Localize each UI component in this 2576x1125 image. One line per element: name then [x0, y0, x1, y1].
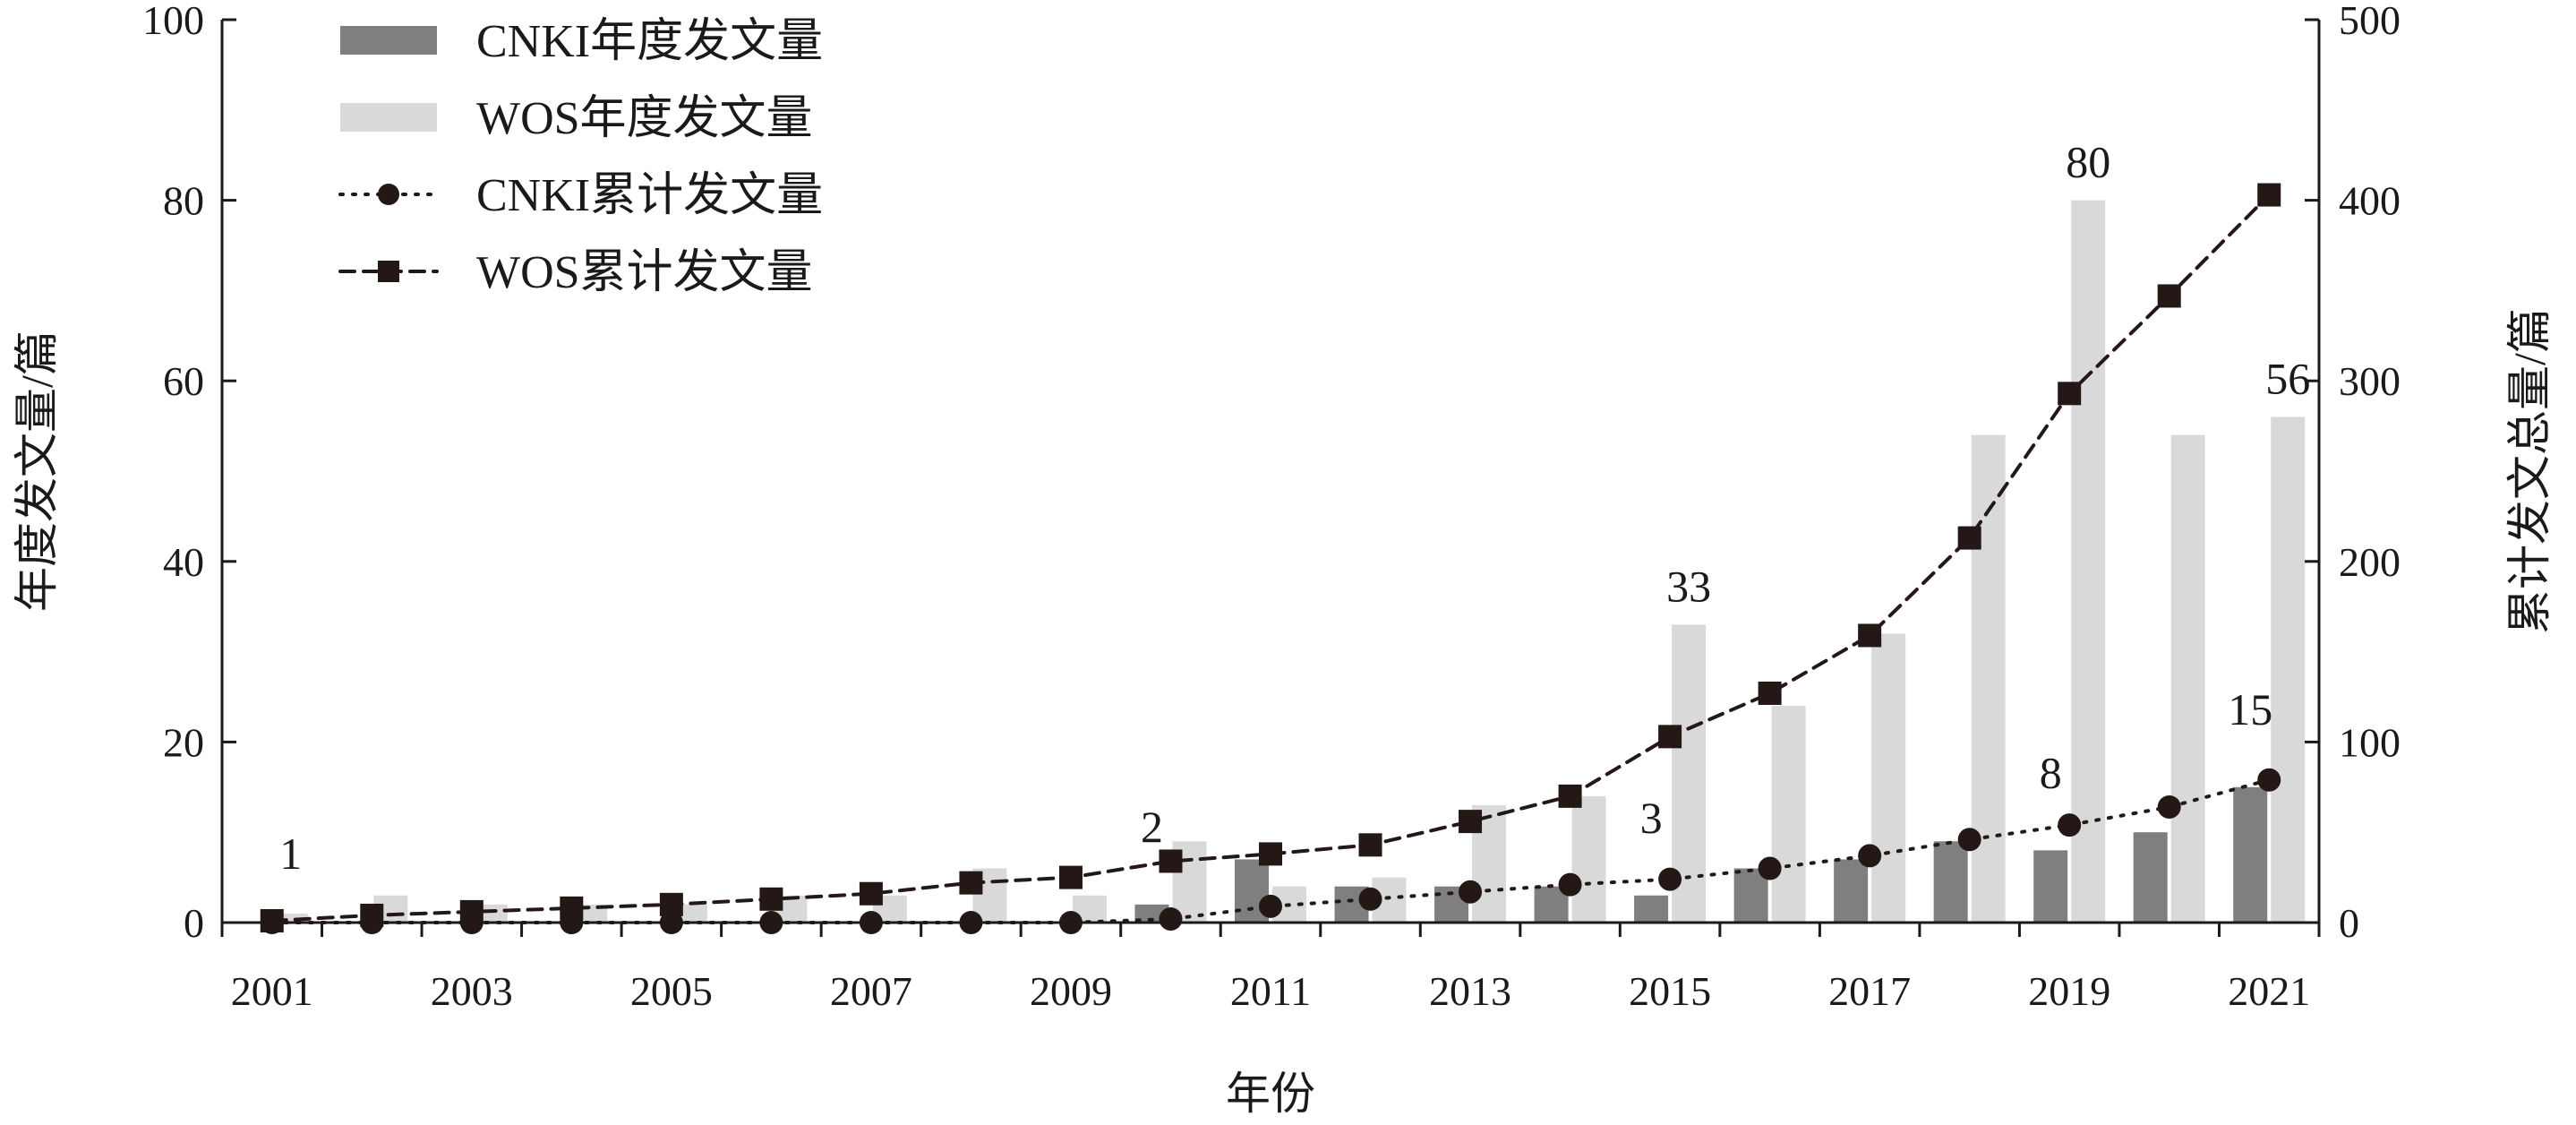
- x-tick-label: 2007: [830, 968, 912, 1014]
- legend-label-wos-annual: WOS年度发文量: [476, 93, 813, 144]
- x-tick-label: 2011: [1230, 968, 1311, 1014]
- bar-wos-2001: [273, 913, 308, 923]
- point-wos-2008: [959, 871, 983, 895]
- point-cnki-2010: [1159, 906, 1183, 931]
- legend-label-wos-cumulative: WOS累计发文量: [476, 247, 813, 298]
- y-tick-label-right: 100: [2339, 719, 2401, 765]
- line-cnki-cumulative: [270, 777, 2272, 924]
- x-tick-label: 2015: [1629, 968, 1711, 1014]
- x-axis-title: 年份: [1226, 1069, 1315, 1119]
- bar-cnki-2017: [1834, 859, 1869, 923]
- point-cnki-2020: [2157, 794, 2181, 819]
- legend-swatch-cnki-annual: [340, 26, 437, 55]
- y-tick-label-left: 0: [184, 900, 204, 946]
- point-wos-2019: [2058, 382, 2082, 406]
- data-label-2021: 56: [2265, 354, 2310, 404]
- point-wos-2021: [2257, 183, 2281, 207]
- point-wos-2014: [1558, 784, 1582, 808]
- bar-wos-2019: [2071, 200, 2106, 923]
- point-cnki-2014: [1558, 872, 1582, 897]
- legend-marker-cnki-cumulative: [378, 184, 399, 205]
- point-wos-2015: [1658, 725, 1682, 749]
- x-tick-label: 2005: [630, 968, 713, 1014]
- data-label-2010: 2: [1141, 802, 1163, 852]
- bar-cnki-2015: [1634, 895, 1669, 923]
- data-label-2019: 8: [2040, 747, 2062, 797]
- bar-cnki-2016: [1733, 868, 1768, 923]
- point-wos-2012: [1358, 833, 1382, 857]
- y-tick-label-right: 300: [2339, 358, 2401, 404]
- point-wos-2004: [560, 896, 584, 920]
- y-axis-title-right: 累计发文总量/篇: [2504, 308, 2555, 634]
- point-wos-2010: [1159, 849, 1183, 873]
- bar-wos-2016: [1771, 706, 1806, 923]
- data-label-2015: 33: [1666, 561, 1711, 611]
- bar-cnki-2019: [2033, 850, 2068, 923]
- bar-wos-2017: [1871, 633, 1906, 923]
- x-tick-label: 2001: [231, 968, 313, 1014]
- point-cnki-2011: [1259, 894, 1282, 918]
- legend-swatch-wos-annual: [340, 103, 437, 132]
- legend-marker-wos-cumulative: [378, 261, 399, 282]
- data-label-2001: 1: [279, 829, 302, 879]
- point-wos-2011: [1259, 842, 1282, 866]
- bar-cnki-2020: [2133, 832, 2168, 923]
- y-tick-label-right: 500: [2339, 0, 2401, 43]
- y-tick-label-right: 400: [2339, 178, 2401, 224]
- point-cnki-2018: [1957, 828, 1981, 852]
- data-label-2019: 80: [2066, 137, 2110, 187]
- point-cnki-2015: [1658, 867, 1682, 891]
- y-tick-label-left: 100: [142, 0, 204, 43]
- x-tick-label: 2009: [1030, 968, 1112, 1014]
- x-tick-label: 2013: [1429, 968, 1511, 1014]
- legend-label-cnki-annual: CNKI年度发文量: [476, 16, 823, 67]
- y-tick-label-left: 60: [163, 358, 204, 404]
- point-cnki-2013: [1459, 880, 1483, 904]
- x-tick-label: 2021: [2228, 968, 2310, 1014]
- point-cnki-2017: [1858, 844, 1882, 868]
- point-wos-2007: [859, 881, 883, 906]
- x-tick-label: 2019: [2028, 968, 2110, 1014]
- legend-label-cnki-cumulative: CNKI累计发文量: [476, 170, 823, 221]
- point-wos-2009: [1058, 865, 1083, 889]
- y-axis-title-left: 年度发文量/篇: [12, 331, 62, 612]
- x-tick-label: 2003: [431, 968, 513, 1014]
- y-tick-label-left: 20: [163, 719, 204, 765]
- point-cnki-2016: [1758, 856, 1782, 880]
- y-tick-label-right: 200: [2339, 539, 2401, 585]
- point-wos-2006: [759, 887, 783, 911]
- data-label-2021: 15: [2228, 684, 2272, 734]
- bar-wos-2020: [2170, 434, 2205, 923]
- data-label-2015: 3: [1640, 793, 1663, 843]
- bar-wos-2021: [2271, 417, 2306, 923]
- point-wos-2013: [1459, 810, 1483, 834]
- y-tick-label-right: 0: [2339, 900, 2359, 946]
- y-tick-label-left: 80: [163, 178, 204, 224]
- point-wos-2005: [659, 892, 683, 916]
- point-cnki-2021: [2257, 768, 2281, 792]
- point-cnki-2012: [1358, 887, 1382, 911]
- point-wos-2003: [459, 899, 484, 923]
- point-cnki-2019: [2058, 813, 2082, 837]
- point-wos-2001: [260, 908, 284, 932]
- point-wos-2020: [2157, 284, 2181, 308]
- bar-cnki-2018: [1933, 841, 1968, 923]
- bar-wos-2014: [1571, 795, 1606, 923]
- x-tick-label: 2017: [1828, 968, 1911, 1014]
- point-wos-2017: [1858, 623, 1882, 648]
- bar-cnki-2021: [2233, 786, 2268, 923]
- point-wos-2016: [1758, 681, 1782, 705]
- y-tick-label-left: 40: [163, 539, 204, 585]
- point-wos-2018: [1957, 526, 1981, 550]
- line-wos-cumulative: [270, 193, 2272, 923]
